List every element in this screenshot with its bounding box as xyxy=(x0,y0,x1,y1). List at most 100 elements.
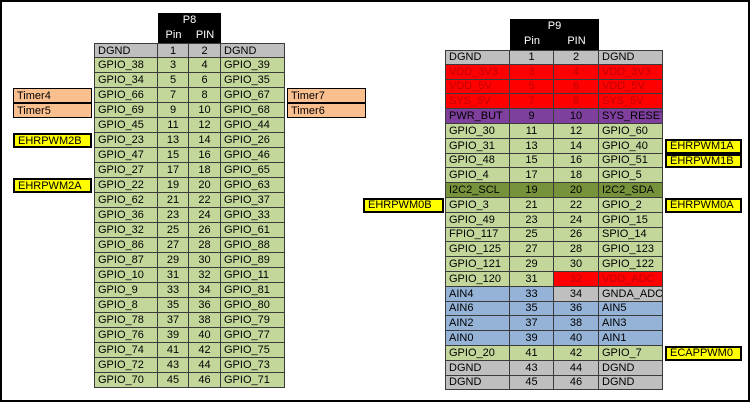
pin-number-left: 45 xyxy=(158,373,189,388)
pin-number-left: 17 xyxy=(158,163,189,178)
pin-number-right: 32 xyxy=(554,272,599,287)
pin-name-right: DGND xyxy=(599,360,663,376)
function-label-right: Timer6 xyxy=(287,103,366,118)
pin-name-right: GPIO_35 xyxy=(221,73,285,88)
function-label-left: Timer5 xyxy=(13,103,92,118)
pin-number-left: 5 xyxy=(158,73,189,88)
pin-name-right: GPIO_2 xyxy=(599,198,663,213)
pin-name-left: GPIO_74 xyxy=(94,343,158,358)
p8-pin-row: GPIO_10 31 32 GPIO_11 xyxy=(94,268,285,283)
p8-title: P8 xyxy=(182,14,197,26)
pin-number-right: 30 xyxy=(189,253,221,268)
pin-number-right: 14 xyxy=(554,138,599,154)
pin-name-left: GPIO_27 xyxy=(94,163,158,178)
pin-number-right: 8 xyxy=(189,88,221,103)
p9-pin-row: GPIO_4 17 18 GPIO_5 xyxy=(445,168,663,184)
p8-pin-row: GPIO_76 39 40 GPIO_77 xyxy=(94,328,285,343)
pin-number-right: 22 xyxy=(554,198,599,213)
pin-name-right: GPIO_80 xyxy=(221,298,285,313)
p8-pin-row: GPIO_22 19 20 GPIO_63 xyxy=(94,178,285,193)
p9-pin-row: GPIO_49 23 24 GPIO_15 xyxy=(445,212,663,228)
pin-name-right: GPIO_39 xyxy=(221,58,285,73)
p9-pin-row: GPIO_120 31 32 VDD_ADC xyxy=(445,272,663,287)
p8-pin-row: GPIO_27 17 18 GPIO_65 xyxy=(94,163,285,178)
pin-name-left: GPIO_62 xyxy=(94,193,158,208)
pin-name-left: SYS_5V xyxy=(445,94,510,110)
pin-number-right: 16 xyxy=(189,148,221,163)
p9-pin-row: GPIO_121 29 30 GPIO_122 xyxy=(445,257,663,272)
pin-name-right: GPIO_67 xyxy=(221,88,285,103)
pin-name-left: GPIO_9 xyxy=(94,283,158,298)
p8-pin-row: GPIO_8 35 36 GPIO_80 xyxy=(94,298,285,313)
pin-number-left: 19 xyxy=(158,178,189,193)
pin-name-right: SPIO_14 xyxy=(599,227,663,243)
function-label-right: Timer7 xyxy=(287,88,366,103)
pin-name-left: AIN2 xyxy=(445,316,510,332)
pin-name-left: GPIO_47 xyxy=(94,148,158,163)
p9-pin-column-headers: Pin PIN xyxy=(510,34,599,48)
pin-number-left: 7 xyxy=(510,94,554,110)
pin-name-left: GPIO_22 xyxy=(94,178,158,193)
pin-number-right: 18 xyxy=(189,163,221,178)
pin-number-left: 13 xyxy=(158,133,189,148)
p8-pin-row: GPIO_23 13 14 GPIO_26 xyxy=(94,133,285,148)
pin-number-right: 44 xyxy=(554,360,599,376)
pin-name-left: AIN4 xyxy=(445,286,510,302)
function-label-left: Timer4 xyxy=(13,88,92,103)
p9-pin-row: GPIO_3 21 22 GPIO_2 xyxy=(445,198,663,213)
pin-name-left: DGND xyxy=(94,43,158,58)
pin-number-right: 26 xyxy=(189,223,221,238)
function-label-left: EHRPWM0B xyxy=(363,198,444,213)
pin-name-right: DGND xyxy=(599,375,663,391)
pin-number-left: 41 xyxy=(158,343,189,358)
function-label-right: ECAPPWM0 xyxy=(665,346,742,361)
function-label-left: EHRPWM2B xyxy=(13,133,92,148)
pin-number-right: 8 xyxy=(554,94,599,110)
pin-name-right: GPIO_33 xyxy=(221,208,285,223)
p8-pin-row: GPIO_36 23 24 GPIO_33 xyxy=(94,208,285,223)
pin-number-left: 9 xyxy=(158,103,189,118)
pin-number-right: 34 xyxy=(189,283,221,298)
pin-number-left: 27 xyxy=(510,242,554,258)
pin-name-left: GPIO_23 xyxy=(94,133,158,148)
pin-name-left: GPIO_34 xyxy=(94,73,158,88)
p9-pin-row: I2C2_SCL 19 20 I2C2_SDA xyxy=(445,183,663,198)
p9-pin-row: GPIO_30 11 12 GPIO_60 xyxy=(445,124,663,139)
pin-number-left: 9 xyxy=(510,109,554,124)
p9-title: P9 xyxy=(547,20,562,32)
pin-number-right: 12 xyxy=(189,118,221,133)
pin-name-left: GPIO_20 xyxy=(445,346,510,361)
pin-number-left: 1 xyxy=(510,50,554,65)
pin-number-right: 28 xyxy=(554,242,599,258)
p8-pin-row: GPIO_66 7 8 GPIO_67 xyxy=(94,88,285,103)
pin-number-right: 36 xyxy=(189,298,221,313)
pin-number-right: 36 xyxy=(554,301,599,317)
pin-number-right: 42 xyxy=(554,346,599,361)
p8-pin-row: GPIO_34 5 6 GPIO_35 xyxy=(94,73,285,88)
pin-number-right: 42 xyxy=(189,343,221,358)
pin-number-right: 28 xyxy=(189,238,221,253)
p9-pin-row: VDD_3V3 3 4 VDD_3V3 xyxy=(445,64,663,80)
pin-name-left: GPIO_36 xyxy=(94,208,158,223)
pin-number-right: 10 xyxy=(189,103,221,118)
p8-pin-row: GPIO_38 3 4 GPIO_39 xyxy=(94,58,285,73)
pin-number-right: 26 xyxy=(554,227,599,243)
p8-pin-row: GPIO_9 33 34 GPIO_81 xyxy=(94,283,285,298)
pin-name-right: GPIO_51 xyxy=(599,153,663,169)
pin-name-left: GPIO_87 xyxy=(94,253,158,268)
pin-name-right: GPIO_46 xyxy=(221,148,285,163)
p8-pin-row: GPIO_62 21 22 GPIO_37 xyxy=(94,193,285,208)
p9-pin-row: PWR_BUT 9 10 SYS_RESET xyxy=(445,109,663,124)
pin-number-right: 38 xyxy=(554,316,599,332)
pin-number-right: 6 xyxy=(554,79,599,95)
pin-name-right: GPIO_61 xyxy=(221,223,285,238)
pin-number-right: 38 xyxy=(189,313,221,328)
pin-name-right: GNDA_ADC xyxy=(599,286,663,302)
pin-number-left: 7 xyxy=(158,88,189,103)
pin-name-left: GPIO_76 xyxy=(94,328,158,343)
pin-name-right: GPIO_88 xyxy=(221,238,285,253)
pin-number-right: 20 xyxy=(554,183,599,198)
pin-number-left: 5 xyxy=(510,79,554,95)
pin-number-left: 21 xyxy=(158,193,189,208)
pin-number-left: 13 xyxy=(510,138,554,154)
